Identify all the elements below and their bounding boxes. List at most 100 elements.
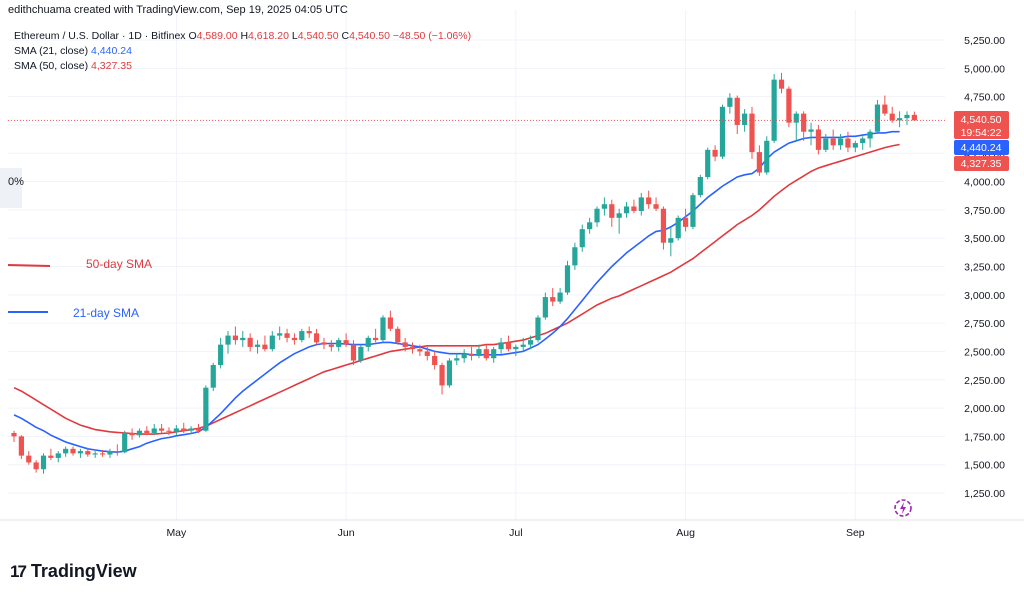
candle-body	[402, 342, 408, 347]
candle	[882, 95, 888, 116]
candle	[461, 349, 467, 363]
open-value: 4,589.00	[196, 30, 238, 42]
time-tick-label: Aug	[676, 527, 695, 539]
candle-body	[33, 462, 39, 470]
candle	[373, 328, 379, 343]
sma21-price-tag: 4,440.24	[954, 140, 1009, 155]
candle-body	[823, 138, 829, 150]
candle	[99, 449, 106, 457]
candle	[40, 453, 47, 474]
candle	[136, 428, 143, 438]
candle	[498, 337, 504, 354]
candle-body	[350, 344, 357, 361]
candle-body	[85, 451, 91, 455]
candle-body	[343, 340, 349, 345]
candle-body	[682, 217, 689, 227]
candle	[26, 451, 32, 465]
candle	[845, 131, 851, 153]
sma50-line	[13, 143, 900, 435]
candle	[904, 111, 910, 125]
candle	[638, 192, 644, 216]
candle	[247, 333, 253, 352]
candle	[631, 199, 637, 214]
candle	[336, 337, 342, 352]
candle-body	[756, 152, 762, 173]
candle	[528, 335, 534, 350]
candle-body	[306, 331, 312, 334]
candle-body	[99, 453, 106, 455]
candle-body	[668, 238, 674, 243]
candle	[409, 342, 416, 354]
candle	[77, 448, 84, 458]
candle	[749, 106, 755, 159]
candle-body	[446, 360, 453, 386]
candle-body	[771, 79, 777, 141]
candle	[188, 426, 194, 435]
annotation-lines	[7, 264, 51, 313]
candle-body	[653, 204, 659, 209]
candle	[350, 340, 357, 366]
candle-body	[439, 365, 445, 386]
price-tick-label: 3,750.00	[964, 205, 1005, 217]
price-tick-label: 1,250.00	[964, 488, 1005, 500]
candle	[18, 435, 24, 460]
time-tick-label: Jun	[338, 527, 355, 539]
candle	[254, 340, 261, 354]
candle-body	[70, 448, 76, 454]
price-tick-label: 5,250.00	[964, 35, 1005, 47]
candle-body	[719, 106, 726, 157]
candle-body	[432, 355, 438, 366]
candle-body	[897, 118, 903, 121]
price-tick-label: 4,750.00	[964, 92, 1005, 104]
symbol-name[interactable]: Ethereum / U.S. Dollar · 1D · Bitfinex	[14, 30, 186, 42]
candle	[793, 111, 799, 141]
candle-body	[210, 365, 216, 388]
candle-body	[262, 344, 268, 350]
candle-body	[468, 353, 475, 356]
candle-body	[254, 344, 261, 347]
candle	[712, 145, 718, 162]
sma21-legend-label: SMA (21, close)	[14, 45, 89, 57]
candle	[380, 315, 386, 343]
high-value: 4,618.20	[248, 30, 289, 42]
candle	[823, 133, 829, 153]
candle	[675, 215, 681, 241]
legend-sma21-row[interactable]: SMA (21, close) 4,440.24	[14, 44, 471, 59]
candle-body	[11, 432, 17, 437]
candle	[107, 448, 113, 458]
candle-body	[712, 149, 718, 157]
candle	[572, 242, 578, 270]
candle-body	[26, 455, 32, 463]
candle-body	[867, 131, 873, 139]
price-tick-label: 2,250.00	[964, 375, 1005, 387]
candle-body	[336, 340, 342, 347]
tradingview-logo[interactable]: 17 TradingView	[10, 561, 137, 582]
candle-body	[173, 428, 179, 432]
snapshot-icon[interactable]	[892, 497, 914, 519]
candle	[299, 328, 305, 343]
candle	[867, 129, 873, 148]
candle	[11, 430, 17, 443]
candle-body	[623, 206, 630, 214]
candle-body	[144, 430, 150, 433]
legend-sma50-row[interactable]: SMA (50, close) 4,327.35	[14, 59, 471, 74]
time-axis: May Jun Jul Aug Sep	[166, 527, 864, 539]
sma50-line-group	[13, 143, 900, 435]
candle	[852, 140, 858, 153]
candle	[70, 446, 76, 456]
candle-body	[321, 342, 327, 345]
candle-body	[852, 143, 858, 148]
candle	[808, 122, 814, 146]
sma21-price-tag-bg	[954, 140, 1009, 155]
candle-body	[535, 317, 541, 341]
candle	[122, 430, 128, 454]
candle	[874, 100, 881, 134]
candle	[358, 344, 364, 363]
candle-body	[638, 197, 644, 212]
percent-scale-fragment: 0%	[0, 168, 24, 208]
candle-body	[129, 432, 135, 436]
candle	[815, 124, 822, 155]
candle	[653, 197, 659, 212]
